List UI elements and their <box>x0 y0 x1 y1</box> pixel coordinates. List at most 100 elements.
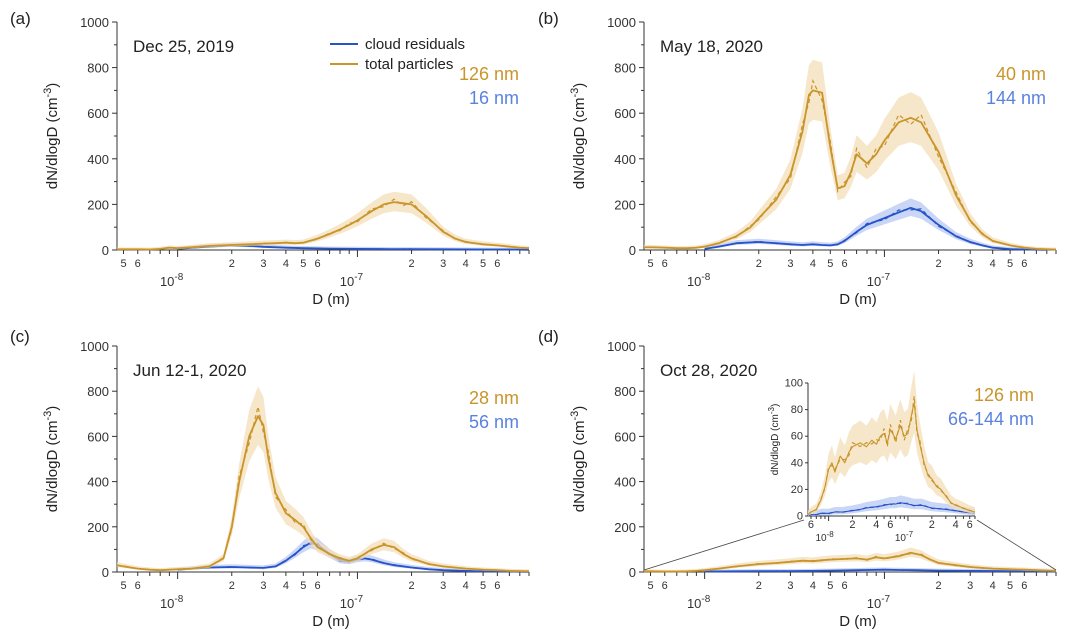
y-tick-label: 600 <box>87 429 109 444</box>
inset-x-minor-label: 4 <box>873 519 879 531</box>
x-axis-label: D (m) <box>312 291 350 308</box>
mode-diameter-total: 126 nm <box>974 385 1034 405</box>
x-minor-tick-label: 6 <box>841 258 847 270</box>
panel-label: (b) <box>538 9 559 28</box>
x-axis: 5 6 2 3 4 5 6 2 3 4 5 610-8 10-7D (m) <box>117 249 530 308</box>
legend-label-resid: cloud residuals <box>365 36 465 53</box>
x-axis: 5 6 2 3 4 5 6 2 3 4 5 610-8 10-7D (m) <box>644 571 1057 630</box>
y-tick-label: 400 <box>87 152 109 167</box>
x-minor-tick-label: 6 <box>135 580 141 592</box>
inset-y-tick-label: 60 <box>791 431 803 443</box>
resid-dashed-line <box>807 502 976 517</box>
resid-uncertainty-band <box>704 198 1047 250</box>
total-series-line <box>807 402 976 516</box>
panel-title: Jun 12-1, 2020 <box>133 361 246 380</box>
inset-x-minor-label: 2 <box>849 519 855 531</box>
x-minor-tick-label: 5 <box>827 258 833 270</box>
mode-diameter-residual: 66-144 nm <box>948 409 1034 429</box>
inset-y-tick-label: 100 <box>785 378 803 390</box>
x-axis-label: D (m) <box>312 613 350 630</box>
y-axis: 0 200 400 600 800 1000 <box>607 339 645 580</box>
y-axis-label: dN/dlogD (cm-3) <box>569 406 588 512</box>
x-minor-tick-label: 5 <box>120 258 126 270</box>
y-axis: 0 200 400 600 800 1000 <box>80 339 118 580</box>
inset-y-tick-label: 80 <box>791 404 803 416</box>
y-tick-label: 200 <box>87 520 109 535</box>
x-minor-tick-label: 6 <box>314 258 320 270</box>
y-tick-label: 400 <box>614 152 636 167</box>
inset-x-minor-label: 6 <box>808 519 814 531</box>
zoom-connector-right <box>976 519 1057 571</box>
y-tick-label: 0 <box>629 565 636 580</box>
x-minor-tick-label: 2 <box>229 258 235 270</box>
x-minor-tick-label: 4 <box>810 580 816 592</box>
y-tick-label: 0 <box>629 243 636 258</box>
y-tick-label: 200 <box>87 197 109 212</box>
mode-diameter-total: 126 nm <box>459 64 519 84</box>
x-minor-tick-label: 5 <box>120 580 126 592</box>
y-tick-label: 800 <box>614 61 636 76</box>
inset-x-minor-label: 2 <box>929 519 935 531</box>
x-minor-tick-label: 2 <box>756 580 762 592</box>
y-tick-label: 600 <box>614 106 636 121</box>
x-minor-tick-label: 3 <box>260 580 266 592</box>
legend: cloud residuals total particles <box>330 36 465 73</box>
x-minor-tick-label: 6 <box>1021 258 1027 270</box>
y-tick-label: 1000 <box>607 339 636 354</box>
y-tick-label: 200 <box>614 520 636 535</box>
y-tick-label: 400 <box>87 475 109 490</box>
x-minor-tick-label: 3 <box>967 258 973 270</box>
y-axis-label: dN/dlogD (cm-3) <box>569 83 588 189</box>
inset-y-tick-label: 0 <box>797 511 803 523</box>
inset-x-decade-label: 10-7 <box>895 530 914 544</box>
x-minor-tick-label: 6 <box>314 580 320 592</box>
y-tick-label: 1000 <box>80 15 109 30</box>
resid-series-line <box>704 206 1047 251</box>
x-axis: 5 6 2 3 4 5 6 2 3 4 5 610-8 10-7D (m) <box>644 249 1057 308</box>
resid-series-line <box>807 502 976 517</box>
x-decade-label: 10-7 <box>340 272 364 289</box>
y-tick-label: 400 <box>614 475 636 490</box>
x-minor-tick-label: 4 <box>463 580 469 592</box>
x-decade-label: 10-7 <box>867 272 891 289</box>
y-tick-label: 1000 <box>607 15 636 30</box>
total-dashed-line <box>807 396 976 516</box>
x-minor-tick-label: 6 <box>494 258 500 270</box>
x-minor-tick-label: 2 <box>935 258 941 270</box>
x-minor-tick-label: 2 <box>935 580 941 592</box>
x-axis: 5 6 2 3 4 5 6 2 3 4 5 610-8 10-7D (m) <box>117 571 530 630</box>
inset-x-minor-label: 4 <box>953 519 959 531</box>
total-series-line <box>644 89 1057 251</box>
x-minor-tick-label: 4 <box>990 258 996 270</box>
y-tick-label: 800 <box>87 61 109 76</box>
y-tick-label: 0 <box>102 565 109 580</box>
total-uncertainty-band <box>808 370 975 516</box>
resid-uncertainty-band <box>177 535 529 572</box>
x-minor-tick-label: 5 <box>480 580 486 592</box>
x-minor-tick-label: 4 <box>463 258 469 270</box>
x-minor-tick-label: 5 <box>647 580 653 592</box>
y-tick-label: 800 <box>614 384 636 399</box>
x-minor-tick-label: 6 <box>662 580 668 592</box>
x-minor-tick-label: 5 <box>827 580 833 592</box>
x-decade-label: 10-7 <box>867 594 891 611</box>
x-minor-tick-label: 5 <box>647 258 653 270</box>
inset-x-minor-label: 6 <box>887 519 893 531</box>
x-minor-tick-label: 5 <box>1007 258 1013 270</box>
x-minor-tick-label: 4 <box>283 580 289 592</box>
x-minor-tick-label: 2 <box>229 580 235 592</box>
y-tick-label: 600 <box>614 429 636 444</box>
x-minor-tick-label: 6 <box>494 580 500 592</box>
x-minor-tick-label: 4 <box>990 580 996 592</box>
total-series-line <box>116 415 530 573</box>
panel-title: May 18, 2020 <box>660 37 763 56</box>
x-minor-tick-label: 2 <box>756 258 762 270</box>
inset-x-minor-label: 6 <box>967 519 973 531</box>
x-minor-tick-label: 2 <box>408 580 414 592</box>
total-series-line <box>644 551 1057 573</box>
